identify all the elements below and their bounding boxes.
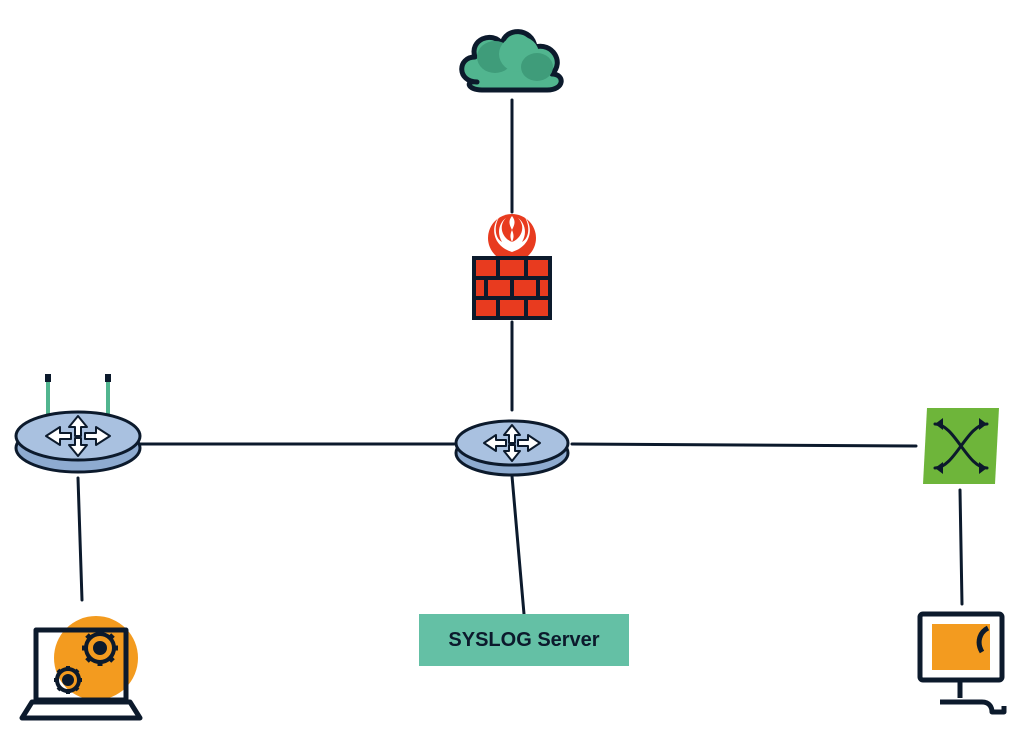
switch-icon [915,400,1007,497]
pc-monitor-icon [910,602,1020,727]
firewall-icon [468,208,556,333]
router-icon [450,405,574,490]
syslog-server-label: SYSLOG Server [448,629,599,652]
laptop-config-icon [8,590,158,745]
wireless-router-icon [8,370,148,485]
cloud-icon [447,12,577,117]
syslog-server-box: SYSLOG Server [419,614,629,666]
